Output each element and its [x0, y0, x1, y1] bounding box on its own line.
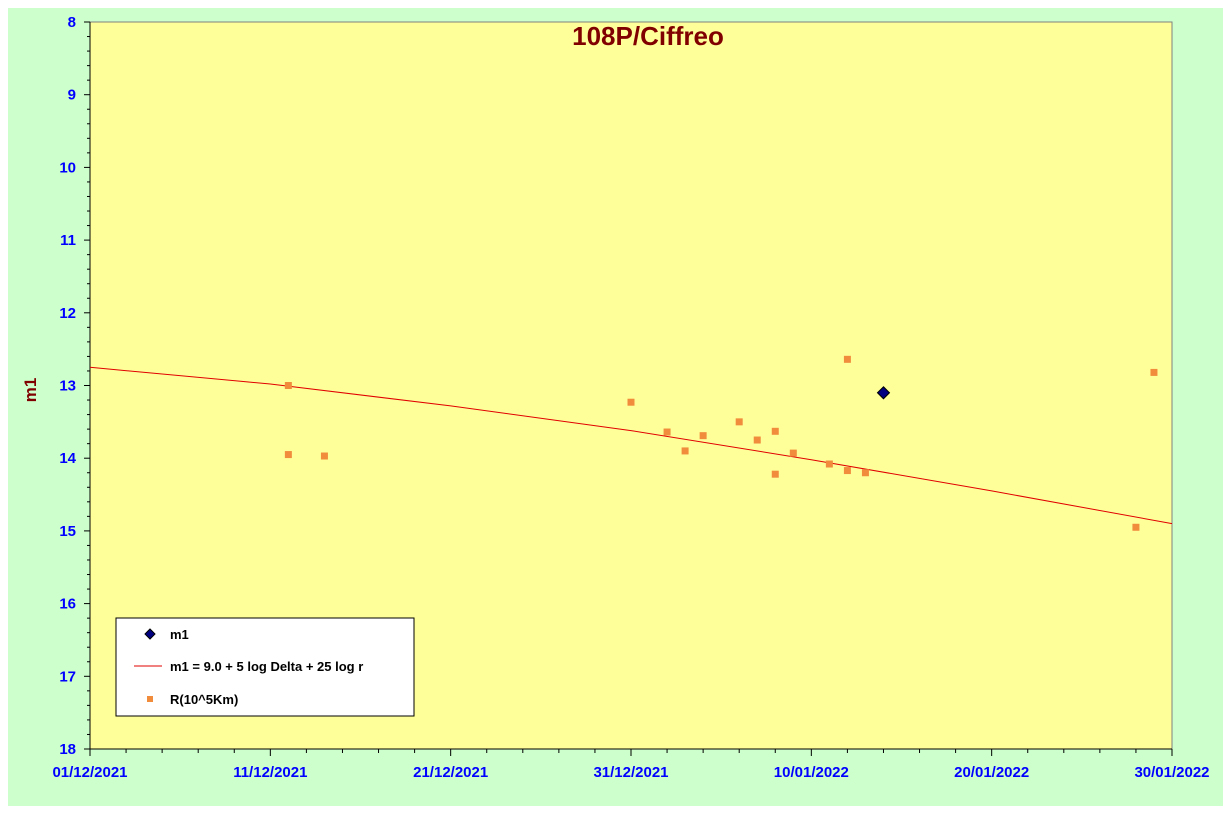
r-point [735, 418, 743, 426]
r-point [1132, 523, 1140, 531]
r-point [753, 436, 761, 444]
y-tick-label: 16 [59, 596, 76, 613]
x-tick-label: 30/01/2022 [1134, 764, 1209, 781]
x-tick-label: 20/01/2022 [954, 764, 1029, 781]
axes: 8 9 10 11 12 13 14 15 16 17 18 01/12/2021 11/12/2021… [52, 14, 1209, 781]
r-point [699, 432, 707, 440]
x-tick-label: 31/12/2021 [593, 764, 668, 781]
legend: m1 m1 = 9.0 + 5 log Delta + 25 log r R(1… [115, 617, 415, 717]
x-tick-label: 21/12/2021 [413, 764, 488, 781]
legend-box [115, 617, 415, 717]
y-tick-label: 17 [59, 668, 76, 685]
r-point [681, 447, 689, 455]
r-point [627, 398, 635, 406]
r-point [663, 428, 671, 436]
y-tick-label: 10 [59, 159, 76, 176]
chart-title: 108P/Ciffreo [572, 21, 724, 51]
r-point [771, 427, 779, 435]
r-point [789, 449, 797, 457]
m1-point [876, 386, 891, 400]
x-tick-label: 11/12/2021 [233, 764, 307, 781]
series-layer [89, 355, 1173, 531]
r-point [861, 469, 869, 477]
y-tick-label: 9 [68, 87, 76, 104]
y-tick-label: 14 [59, 450, 76, 467]
legend-label-m1: m1 [170, 627, 189, 642]
r-point [320, 452, 328, 460]
y-tick-label: 12 [59, 305, 76, 322]
y-tick-label: 15 [59, 523, 76, 540]
y-tick-label: 13 [59, 378, 76, 395]
x-tick-label: 10/01/2022 [774, 764, 849, 781]
r-point [284, 382, 292, 389]
y-tick-label: 18 [59, 741, 76, 758]
legend-marker-m1 [144, 628, 156, 640]
y-tick-label: 8 [68, 14, 76, 31]
r-point [825, 460, 833, 468]
r-point [771, 470, 779, 478]
legend-label-r: R(10^5Km) [170, 692, 238, 707]
x-tick-label: 01/12/2021 [52, 764, 127, 781]
y-tick-label: 11 [60, 232, 76, 249]
fit-line [89, 366, 1173, 525]
r-point [843, 467, 851, 475]
legend-label-fit-line: m1 = 9.0 + 5 log Delta + 25 log r [170, 659, 363, 674]
r-point [1150, 368, 1158, 376]
y-axis-label: m1 [21, 378, 40, 403]
r-point [284, 451, 292, 459]
legend-marker-r [147, 696, 153, 702]
r-point [843, 355, 851, 363]
